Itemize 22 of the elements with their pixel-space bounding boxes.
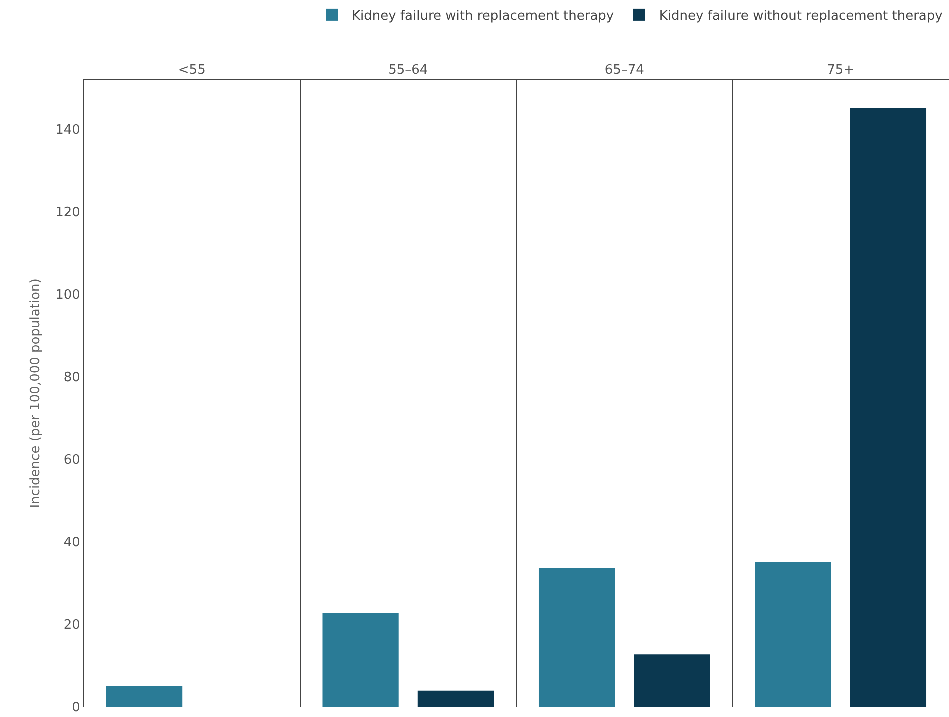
- x-tick-label: 55–64: [388, 62, 428, 78]
- legend-label: Kidney failure without replacement therapy: [659, 9, 944, 24]
- y-tick-label: 80: [64, 370, 80, 386]
- y-tick-label: 100: [56, 288, 80, 304]
- bar: [322, 613, 399, 707]
- y-tick-label: 60: [64, 453, 80, 468]
- legend-label: Kidney failure with replacement therapy: [352, 9, 614, 24]
- y-tick-label: 140: [56, 123, 80, 138]
- bar: [106, 686, 183, 707]
- y-tick-label: 40: [64, 536, 80, 551]
- bar: [634, 654, 710, 707]
- y-tick-label: 120: [56, 206, 80, 221]
- bar: [418, 690, 494, 707]
- bar: [538, 568, 616, 707]
- bar: [755, 562, 832, 707]
- y-tick-label: 20: [64, 618, 80, 634]
- bar: [850, 108, 927, 707]
- x-tick-label: 75+: [827, 62, 855, 78]
- y-axis-title: Incidence (per 100,000 population): [28, 278, 44, 508]
- x-tick-label: <55: [178, 62, 206, 78]
- x-tick-label: 65–74: [604, 62, 644, 78]
- y-tick-label: 0: [72, 700, 80, 716]
